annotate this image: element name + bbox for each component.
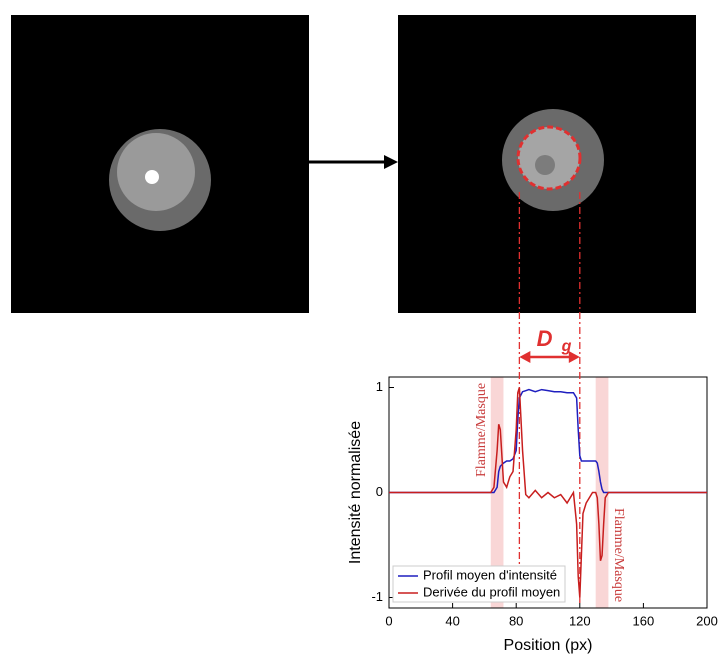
series-line (389, 387, 707, 598)
x-tick-label: 160 (633, 613, 655, 628)
y-tick-label: -1 (371, 589, 383, 604)
dg-subscript: g (561, 338, 572, 355)
legend-label: Profil moyen d'intensité (423, 567, 557, 582)
image-spot (145, 170, 159, 184)
series-line (389, 388, 707, 494)
dg-arrow-head (568, 351, 580, 363)
y-axis-label: Intensité normalisée (347, 421, 364, 564)
x-tick-label: 120 (569, 613, 591, 628)
legend-box (392, 565, 566, 603)
band (595, 377, 609, 608)
x-tick-label: 200 (696, 613, 718, 628)
arrow-head (384, 155, 398, 169)
band-label: Flamme/Masque (611, 508, 626, 602)
dg-arrow-head (519, 351, 531, 363)
x-axis-label: Position (px) (504, 637, 593, 654)
y-tick-label: 1 (376, 379, 383, 394)
dg-label: D (537, 326, 553, 351)
legend-label: Derivée du profil moyen (423, 584, 560, 599)
x-tick-label: 0 (385, 613, 392, 628)
x-tick-label: 80 (509, 613, 523, 628)
x-tick-label: 40 (445, 613, 459, 628)
band-label: Flamme/Masque (474, 383, 489, 477)
image-spot (535, 155, 555, 175)
y-tick-label: 0 (376, 484, 383, 499)
